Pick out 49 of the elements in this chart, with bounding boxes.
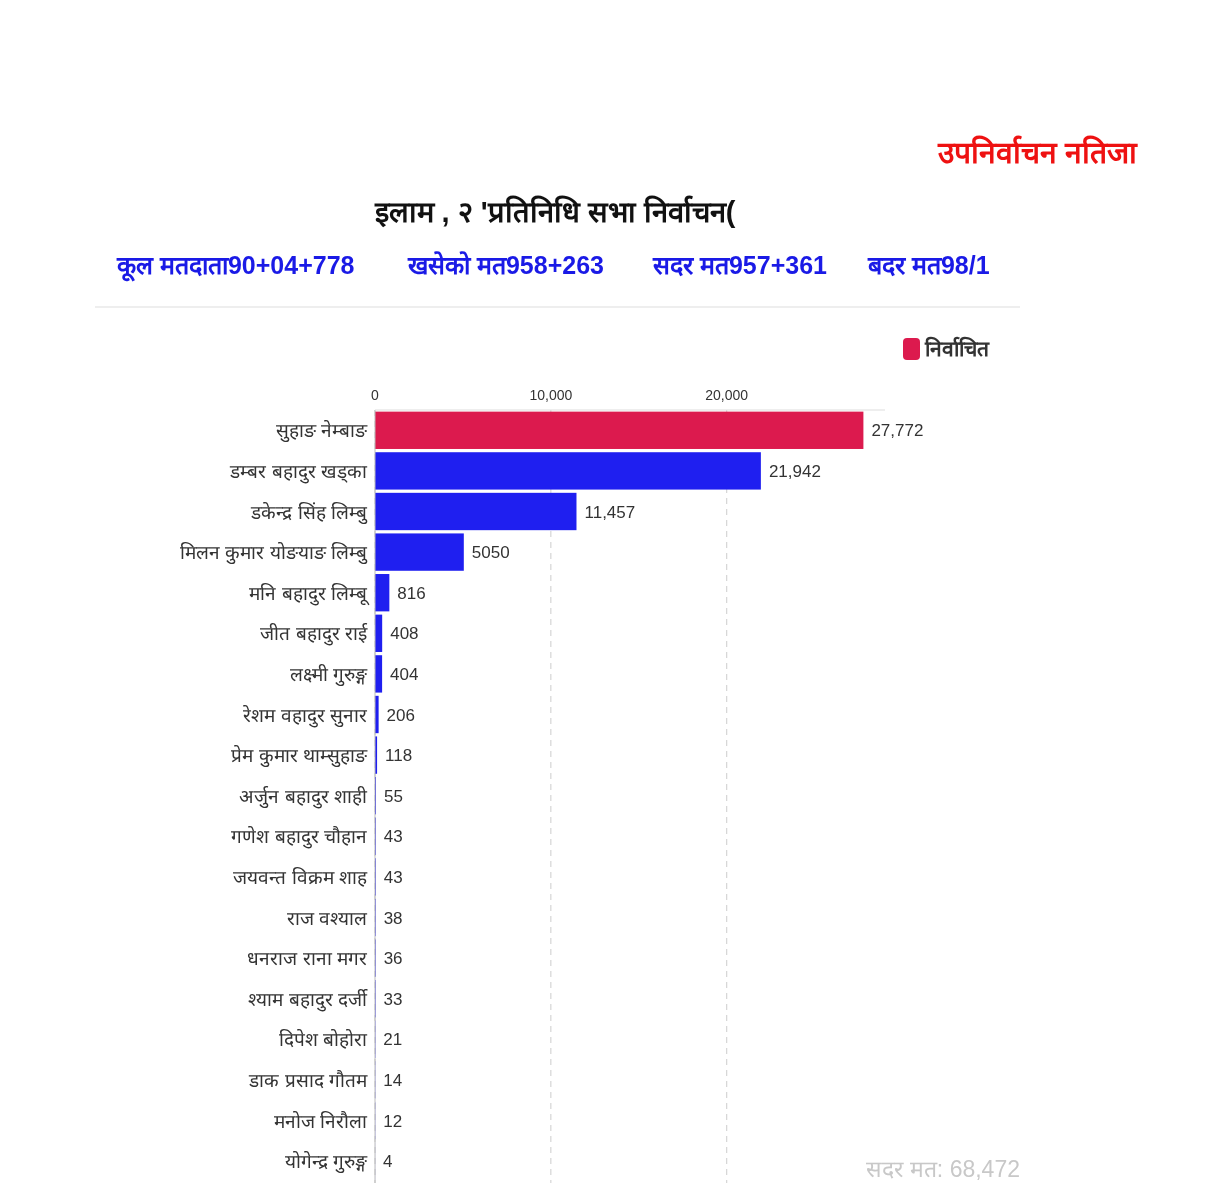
y-tick-label: राज वश्याल bbox=[286, 907, 368, 929]
data-label: 12 bbox=[383, 1111, 403, 1131]
y-tick-label: डम्बर बहादुर खड्का bbox=[229, 460, 368, 484]
y-tick-label: धनराज राना मगर bbox=[247, 948, 368, 970]
x-tick-label: 0 bbox=[371, 387, 380, 403]
data-label: 816 bbox=[397, 583, 426, 603]
text: कूल मतदाता90+04+778 bbox=[116, 251, 355, 282]
y-tick-label: रेशम वहादुर सुनार bbox=[243, 703, 368, 728]
y-tick-label: श्याम बहादुर दर्जी bbox=[248, 987, 368, 1012]
text: सदर मत957+361 bbox=[652, 251, 828, 279]
x-tick-label: 10,000 bbox=[529, 387, 573, 403]
data-label: 38 bbox=[383, 908, 403, 928]
y-tick-label: लक्ष्मी गुरुङ्ग bbox=[289, 662, 368, 687]
y-tick-label: सुहाङ नेम्बाङ bbox=[275, 419, 368, 444]
data-label: 21,942 bbox=[768, 461, 821, 481]
data-label: 43 bbox=[383, 867, 403, 887]
y-tick-label: मनोज निरौला bbox=[273, 1109, 368, 1132]
y-tick-label: डाक प्रसाद गौतम bbox=[248, 1068, 368, 1091]
y-tick-label: गणेश बहादुर चौहान bbox=[231, 825, 367, 850]
y-tick-label: मिलन कुमार योङयाङ लिम्बु bbox=[180, 541, 368, 566]
data-label: 11,457 bbox=[584, 502, 636, 522]
y-tick-label: प्रेम कुमार थाम्सुहाङ bbox=[231, 744, 368, 769]
data-label: 404 bbox=[390, 664, 419, 684]
y-tick-label: योगेन्द्र गुरुङ्ग bbox=[284, 1150, 368, 1175]
data-label: 36 bbox=[383, 949, 403, 969]
y-tick-label: मनि बहादुर लिम्बू bbox=[249, 581, 370, 606]
data-label: 5050 bbox=[471, 543, 510, 563]
data-label: 118 bbox=[385, 746, 413, 766]
chart-title: इलाम , २ 'प्रतिनिधि सभा निर्वाचन( bbox=[373, 195, 736, 228]
text: उपनिर्वाचन नतिजा bbox=[936, 135, 1138, 169]
legend: निर्वाचित bbox=[903, 337, 989, 360]
y-tick-label: डकेन्द्र सिंह लिम्बु bbox=[250, 500, 368, 525]
data-label: 206 bbox=[386, 705, 415, 725]
data-label: 4 bbox=[383, 1152, 393, 1172]
data-label: 33 bbox=[383, 989, 403, 1009]
y-tick-label: जयवन्त विक्रम शाह bbox=[233, 865, 368, 888]
data-label: 27,772 bbox=[871, 421, 924, 441]
data-label: 408 bbox=[390, 624, 419, 644]
data-label: 43 bbox=[383, 827, 403, 847]
data-label: 14 bbox=[383, 1070, 403, 1090]
text: खसेको मत958+263 bbox=[407, 251, 604, 279]
data-label: 21 bbox=[383, 1030, 403, 1050]
y-tick-label: दिपेश बोहोरा bbox=[278, 1028, 368, 1051]
data-label: 55 bbox=[383, 786, 403, 806]
text: बदर मत98/1 bbox=[867, 251, 990, 279]
x-tick-label: 20,000 bbox=[705, 387, 749, 403]
y-tick-label: जीत बहादुर राई bbox=[260, 622, 368, 647]
y-tick-label: अर्जुन बहादुर शाही bbox=[239, 784, 368, 809]
legend-label: निर्वाचित bbox=[924, 336, 990, 360]
